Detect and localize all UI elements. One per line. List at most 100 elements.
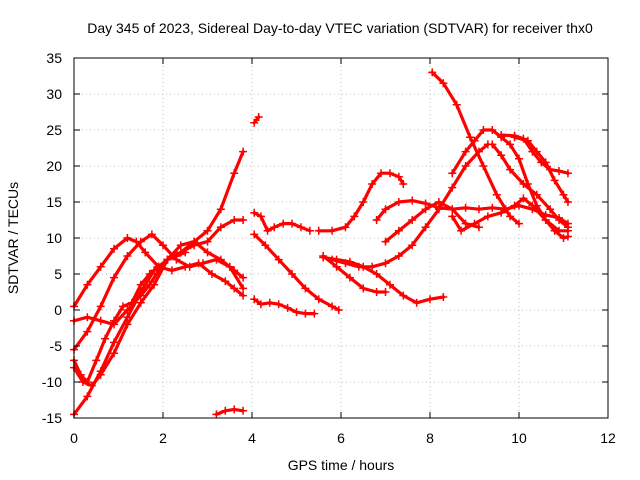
series-arc-23 bbox=[510, 133, 572, 206]
data-point-marker bbox=[83, 378, 92, 386]
y-tick-label: 15 bbox=[46, 194, 62, 210]
data-point-marker bbox=[461, 219, 470, 228]
data-point-marker bbox=[532, 201, 541, 210]
data-point-marker bbox=[394, 198, 403, 206]
data-point-marker bbox=[230, 169, 239, 178]
data-point-marker bbox=[123, 306, 132, 314]
data-point-marker bbox=[510, 133, 519, 142]
data-point-marker bbox=[474, 223, 483, 232]
data-point-marker bbox=[381, 259, 390, 268]
data-point-marker bbox=[448, 183, 457, 192]
data-point-marker bbox=[470, 219, 479, 228]
data-point-marker bbox=[96, 316, 105, 325]
series-line bbox=[383, 200, 481, 244]
data-point-marker bbox=[555, 167, 564, 176]
data-point-marker bbox=[421, 205, 430, 214]
x-tick-label: 6 bbox=[337, 430, 345, 446]
data-point-marker bbox=[83, 313, 92, 322]
x-tick-labels: 0 2 4 6 8 10 12 bbox=[70, 430, 616, 446]
data-point-marker bbox=[265, 298, 274, 307]
series-arc-19 bbox=[428, 68, 523, 228]
data-point-marker bbox=[110, 349, 119, 358]
series-line bbox=[430, 70, 521, 226]
data-point-marker bbox=[359, 198, 368, 206]
series-arc-12 bbox=[314, 169, 408, 235]
data-point-marker bbox=[563, 198, 572, 206]
data-point-marker bbox=[250, 208, 259, 217]
series-group bbox=[70, 68, 572, 419]
series-line bbox=[72, 218, 245, 416]
data-point-marker bbox=[457, 226, 466, 235]
data-point-marker bbox=[328, 302, 337, 311]
data-point-marker bbox=[147, 230, 156, 239]
data-point-marker bbox=[194, 259, 203, 268]
data-point-marker bbox=[181, 262, 190, 271]
data-point-marker bbox=[159, 241, 167, 250]
data-point-marker bbox=[92, 356, 101, 365]
series-line bbox=[450, 128, 570, 240]
data-point-marker bbox=[408, 216, 417, 224]
data-point-marker bbox=[515, 219, 523, 228]
data-point-marker bbox=[506, 212, 515, 221]
data-point-marker bbox=[250, 295, 259, 304]
data-point-marker bbox=[256, 212, 265, 221]
data-point-marker bbox=[341, 223, 350, 232]
data-point-marker bbox=[110, 316, 119, 325]
series-arc-8 bbox=[250, 113, 263, 127]
data-point-marker bbox=[141, 248, 150, 257]
y-tick-labels: -15 -10 -5 0 5 10 15 20 25 30 35 bbox=[42, 50, 62, 426]
y-tick-label: -10 bbox=[42, 374, 62, 390]
data-point-marker bbox=[350, 212, 359, 221]
data-point-marker bbox=[412, 298, 421, 307]
data-point-marker bbox=[203, 248, 212, 257]
data-point-marker bbox=[292, 308, 301, 317]
series-line bbox=[490, 142, 570, 229]
data-point-marker bbox=[448, 212, 457, 221]
data-point-marker bbox=[488, 126, 497, 134]
data-point-marker bbox=[96, 302, 105, 311]
data-point-marker bbox=[385, 280, 394, 289]
data-point-marker bbox=[283, 303, 292, 312]
data-point-marker bbox=[479, 126, 488, 134]
data-point-marker bbox=[203, 237, 212, 246]
x-tick-label: 2 bbox=[159, 430, 167, 446]
data-point-marker bbox=[145, 280, 154, 289]
data-point-marker bbox=[381, 237, 390, 246]
data-point-marker bbox=[301, 309, 310, 318]
series-arc-13 bbox=[319, 252, 390, 296]
series-line bbox=[317, 171, 405, 233]
data-point-marker bbox=[263, 226, 272, 235]
data-point-marker bbox=[541, 158, 550, 167]
data-point-marker bbox=[394, 252, 403, 260]
data-point-marker bbox=[118, 302, 127, 311]
data-point-marker bbox=[434, 198, 443, 206]
y-tick-label: 0 bbox=[54, 302, 62, 318]
data-point-marker bbox=[559, 234, 568, 242]
data-point-marker bbox=[488, 203, 497, 212]
data-point-marker bbox=[239, 147, 248, 156]
data-point-marker bbox=[461, 203, 470, 212]
data-point-marker bbox=[466, 133, 475, 142]
series-arc-17 bbox=[381, 198, 483, 246]
data-point-marker bbox=[172, 252, 181, 260]
data-point-marker bbox=[546, 205, 555, 214]
x-tick-label: 8 bbox=[426, 430, 434, 446]
data-point-marker bbox=[555, 216, 564, 224]
data-point-marker bbox=[154, 262, 163, 271]
data-point-marker bbox=[372, 216, 381, 224]
data-point-marker bbox=[377, 169, 386, 178]
data-point-marker bbox=[167, 266, 176, 275]
y-tick-label: -5 bbox=[50, 338, 63, 354]
data-point-marker bbox=[136, 298, 145, 307]
y-tick-label: -15 bbox=[42, 410, 62, 426]
data-point-marker bbox=[439, 79, 448, 88]
data-point-marker bbox=[288, 219, 297, 228]
series-line bbox=[252, 232, 341, 312]
data-point-marker bbox=[136, 291, 145, 300]
data-point-marker bbox=[515, 154, 523, 163]
y-tick-label: 10 bbox=[46, 230, 62, 246]
data-point-marker bbox=[394, 172, 403, 181]
data-point-marker bbox=[479, 162, 488, 170]
data-point-marker bbox=[519, 194, 528, 203]
data-point-marker bbox=[559, 190, 568, 199]
